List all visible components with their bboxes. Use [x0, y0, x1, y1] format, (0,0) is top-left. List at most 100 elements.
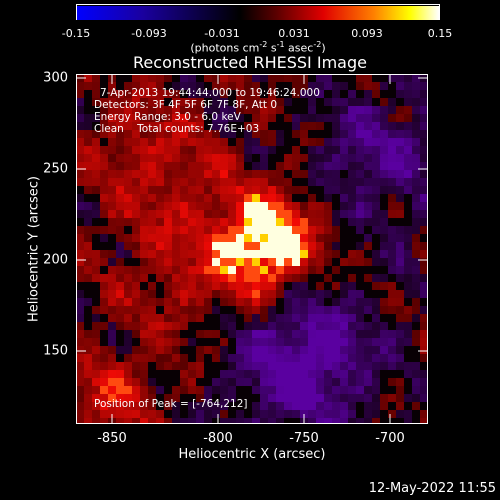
heatmap-cell — [308, 82, 316, 90]
heatmap-cell — [404, 314, 412, 322]
heatmap-cell — [268, 82, 276, 90]
heatmap-cell — [164, 274, 172, 282]
heatmap-cell — [228, 162, 236, 170]
heatmap-cell — [244, 290, 252, 298]
heatmap-cell — [132, 154, 140, 162]
heatmap-cell — [196, 226, 204, 234]
heatmap-cell — [212, 346, 220, 354]
heatmap-cell — [204, 210, 212, 218]
heatmap-cell — [380, 234, 388, 242]
heatmap-cell — [324, 202, 332, 210]
heatmap-cell — [308, 346, 316, 354]
heatmap-cell — [380, 210, 388, 218]
heatmap-cell — [268, 250, 276, 258]
heatmap-cell — [172, 402, 180, 410]
heatmap-cell — [236, 394, 244, 402]
heatmap-cell — [228, 402, 236, 410]
heatmap-cell — [268, 330, 276, 338]
heatmap-cell — [308, 274, 316, 282]
heatmap-cell — [108, 250, 116, 258]
heatmap-cell — [396, 202, 404, 210]
heatmap-cell — [356, 82, 364, 90]
heatmap-cell — [124, 266, 132, 274]
heatmap-cell — [316, 98, 324, 106]
heatmap-cell — [412, 74, 420, 82]
heatmap-cell — [228, 314, 236, 322]
heatmap-cell — [124, 106, 132, 114]
heatmap-cell — [292, 154, 300, 162]
heatmap-cell — [148, 298, 156, 306]
heatmap-cell — [244, 258, 252, 266]
heatmap-cell — [196, 114, 204, 122]
heatmap-cell — [196, 202, 204, 210]
heatmap-cell — [316, 74, 324, 82]
heatmap-cell — [292, 242, 300, 250]
heatmap-cell — [372, 210, 380, 218]
heatmap-cell — [332, 346, 340, 354]
heatmap-cell — [156, 162, 164, 170]
heatmap-cell — [84, 386, 92, 394]
heatmap-cell — [364, 210, 372, 218]
heatmap-cell — [140, 410, 148, 418]
heatmap-cell — [196, 90, 204, 98]
heatmap-cell — [108, 370, 116, 378]
heatmap-cell — [212, 82, 220, 90]
heatmap-cell — [84, 90, 92, 98]
heatmap-cell — [196, 74, 204, 82]
heatmap-cell — [180, 170, 188, 178]
heatmap-cell — [372, 282, 380, 290]
heatmap-cell — [332, 170, 340, 178]
heatmap-cell — [164, 154, 172, 162]
heatmap-cell — [412, 378, 420, 386]
heatmap-cell — [180, 138, 188, 146]
heatmap-cell — [284, 130, 292, 138]
heatmap-cell — [364, 402, 372, 410]
heatmap-cell — [100, 234, 108, 242]
heatmap-cell — [180, 394, 188, 402]
heatmap-cell — [316, 378, 324, 386]
heatmap-cell — [388, 202, 396, 210]
heatmap-cell — [188, 330, 196, 338]
heatmap-cell — [76, 410, 84, 418]
heatmap-cell — [180, 194, 188, 202]
heatmap-cell — [284, 202, 292, 210]
heatmap-cell — [332, 234, 340, 242]
heatmap-cell — [204, 194, 212, 202]
heatmap-cell — [180, 154, 188, 162]
heatmap-cell — [380, 314, 388, 322]
heatmap-cell — [124, 226, 132, 234]
heatmap-cell — [220, 378, 228, 386]
heatmap-cell — [164, 386, 172, 394]
heatmap-cell — [284, 282, 292, 290]
heatmap-cell — [212, 186, 220, 194]
heatmap-cell — [348, 378, 356, 386]
heatmap-cell — [300, 138, 308, 146]
heatmap-cell — [148, 258, 156, 266]
heatmap-cell — [140, 266, 148, 274]
heatmap-cell — [132, 234, 140, 242]
heatmap-cell — [260, 74, 268, 82]
heatmap-cell — [356, 402, 364, 410]
heatmap-cell — [156, 346, 164, 354]
heatmap-cell — [260, 370, 268, 378]
heatmap-cell — [420, 194, 428, 202]
heatmap-cell — [412, 266, 420, 274]
heatmap-cell — [124, 74, 132, 82]
heatmap-cell — [396, 322, 404, 330]
heatmap-cell — [220, 354, 228, 362]
heatmap-cell — [364, 386, 372, 394]
heatmap-cell — [340, 114, 348, 122]
heatmap-cell — [124, 162, 132, 170]
heatmap-cell — [180, 234, 188, 242]
heatmap-cell — [276, 362, 284, 370]
heatmap-cell — [236, 282, 244, 290]
heatmap-cell — [252, 386, 260, 394]
heatmap-cell — [388, 370, 396, 378]
heatmap-cell — [404, 282, 412, 290]
heatmap-cell — [92, 138, 100, 146]
heatmap-cell — [388, 186, 396, 194]
heatmap-cell — [284, 346, 292, 354]
heatmap-cell — [140, 274, 148, 282]
heatmap-cell — [324, 266, 332, 274]
heatmap-cell — [228, 154, 236, 162]
